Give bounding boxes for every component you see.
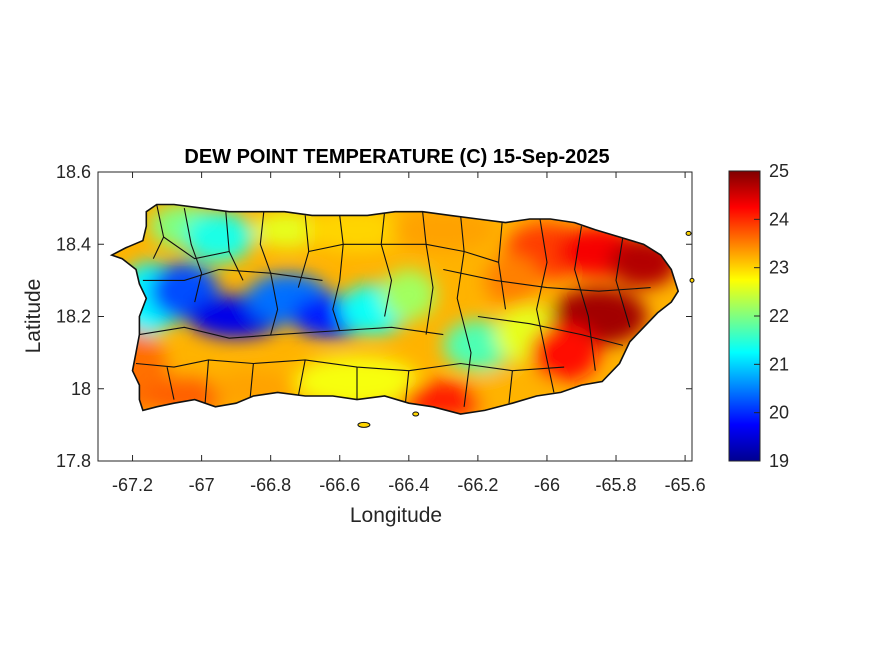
municipality-boundary: [297, 359, 306, 397]
y-tick-label: 18.4: [56, 234, 91, 254]
municipality-boundary: [380, 211, 393, 317]
municipality-boundary: [508, 370, 513, 404]
puerto-rico-coastline: [109, 203, 680, 415]
field-patch: [305, 208, 409, 252]
field-patch: [443, 320, 513, 371]
x-tick-label: -67: [189, 475, 215, 495]
municipality-boundary: [615, 236, 631, 328]
municipality-boundary: [422, 211, 434, 335]
municipality-boundary: [270, 273, 279, 335]
field-patch: [381, 269, 437, 321]
x-tick-label: -66: [534, 475, 560, 495]
x-tick-label: -65.6: [665, 475, 706, 495]
colorbar-tick-label: 21: [769, 354, 789, 374]
y-tick-label: 17.8: [56, 451, 91, 471]
municipality-boundary: [139, 326, 444, 339]
islet: [357, 421, 371, 428]
x-tick-label: -66.4: [388, 475, 429, 495]
islet: [412, 411, 420, 417]
colorbar-ticks: 19 20 21 22 23 24 25: [754, 161, 789, 471]
islet: [685, 230, 692, 236]
colorbar-tick-label: 19: [769, 451, 789, 471]
municipality-boundary: [404, 370, 410, 404]
municipality-boundary: [477, 315, 624, 346]
x-axis: -67.2 -67 -66.8 -66.6 -66.4 -66.2 -66 -65.8 -65.…: [112, 172, 706, 495]
colorbar: 19 20 21 22 23 24 25: [728, 161, 789, 471]
municipality-boundary: [166, 366, 175, 400]
x-tick-label: -66.8: [250, 475, 291, 495]
y-tick-label: 18.2: [56, 307, 91, 327]
field-patch: [529, 323, 599, 382]
municipality-boundaries: [135, 204, 651, 407]
municipality-boundary: [142, 268, 323, 281]
islet: [689, 277, 695, 283]
x-tick-label: -66.2: [457, 475, 498, 495]
municipality-boundary: [443, 268, 651, 292]
municipality-boundary: [456, 215, 472, 407]
municipality-boundary: [249, 363, 254, 400]
municipality-boundary: [135, 359, 565, 372]
field-patch: [484, 255, 541, 306]
colorbar-tick-label: 23: [769, 258, 789, 278]
municipality-boundary: [536, 218, 555, 393]
municipality-boundary: [163, 236, 230, 260]
x-tick-label: -67.2: [112, 475, 153, 495]
y-axis: 17.8 18 18.2 18.4 18.6: [56, 162, 692, 471]
y-axis-label: Latitude: [22, 279, 45, 354]
municipality-boundary: [259, 211, 272, 274]
x-tick-label: -65.8: [596, 475, 637, 495]
y-tick-label: 18: [71, 379, 91, 399]
municipality-boundary: [204, 359, 210, 404]
colorbar-tick-label: 22: [769, 306, 789, 326]
x-tick-label: -66.6: [319, 475, 360, 495]
offshore-islets: [357, 230, 695, 428]
municipality-boundary: [332, 280, 341, 332]
field-patch: [184, 211, 254, 263]
municipality-boundary: [308, 243, 499, 263]
x-axis-label: Longitude: [350, 504, 442, 527]
y-tick-label: 18.6: [56, 162, 91, 182]
colorbar-tick-label: 20: [769, 403, 789, 423]
map-title: DEW POINT TEMPERATURE (C) 15-Sep-2025: [184, 146, 609, 168]
colorbar-tick-label: 24: [769, 209, 789, 229]
colorbar-tick-label: 25: [769, 161, 789, 181]
field-patch: [391, 208, 496, 252]
municipality-boundary: [574, 226, 596, 371]
